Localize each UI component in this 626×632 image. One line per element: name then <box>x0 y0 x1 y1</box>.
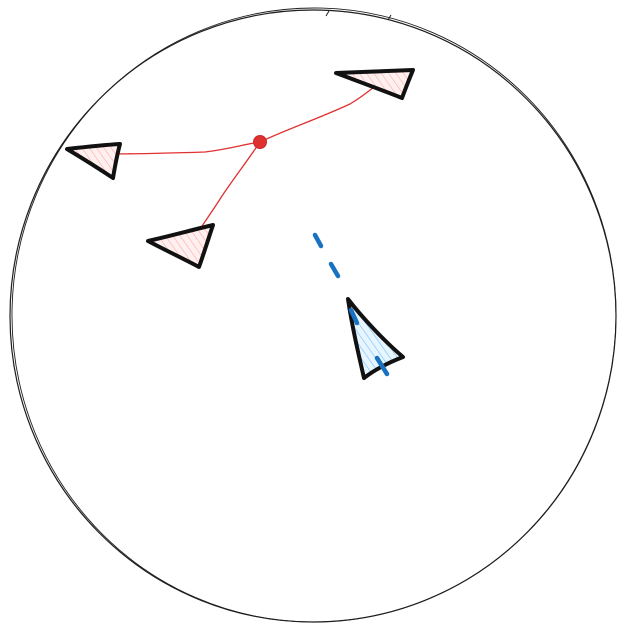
boundary-circle-stroke-b <box>11 7 617 623</box>
group-connections <box>99 83 379 246</box>
boundary-circle-stroke-a <box>9 9 617 623</box>
connection-line-top-right <box>259 83 379 143</box>
heading-dash-4 <box>374 355 390 377</box>
heading-dash-3 <box>348 307 360 326</box>
connection-line-left <box>99 141 261 155</box>
heading-dash-2 <box>328 261 341 279</box>
group-triangle-left <box>65 142 122 180</box>
agent-heading-line <box>312 232 390 377</box>
boundary-circle <box>9 7 617 623</box>
group-centroid-dot <box>253 135 267 149</box>
group-triangles <box>65 68 415 269</box>
agent-triangle <box>346 297 405 380</box>
boundary-circle-tick <box>325 10 392 21</box>
heading-dash-1 <box>312 232 324 249</box>
group-triangle-top-right <box>334 68 415 100</box>
group-triangle-lower <box>146 223 215 269</box>
